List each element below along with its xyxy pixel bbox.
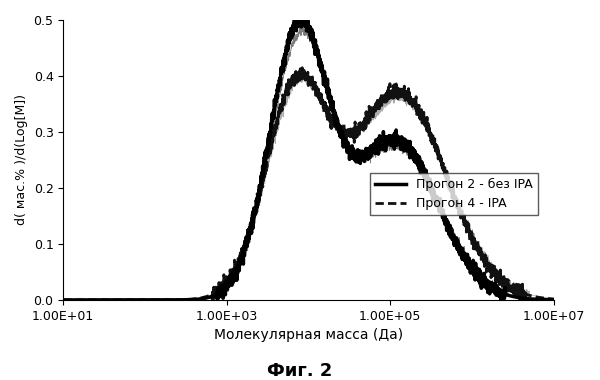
Прогон 2 - без IPA (116, 298, 123, 302)
Прогон 2 - без IPA (550, 298, 557, 302)
Прогон 4 - IPA (550, 297, 557, 301)
Line: Прогон 4 - IPA: Прогон 4 - IPA (63, 68, 554, 300)
Прогон 4 - IPA (269, 128, 276, 133)
Прогон 2 - без IPA (248, 228, 255, 232)
Прогон 4 - IPA (299, 65, 306, 70)
Прогон 4 - IPA (145, 298, 152, 302)
Text: Фиг. 2: Фиг. 2 (268, 362, 332, 380)
Прогон 2 - без IPA (488, 284, 495, 288)
Legend: Прогон 2 - без IPA, Прогон 4 - IPA: Прогон 2 - без IPA, Прогон 4 - IPA (370, 173, 538, 215)
Прогон 4 - IPA (488, 266, 495, 271)
Прогон 2 - без IPA (269, 115, 276, 120)
Прогон 4 - IPA (248, 222, 255, 226)
Прогон 4 - IPA (516, 298, 523, 302)
Прогон 4 - IPA (59, 298, 67, 302)
Прогон 4 - IPA (541, 296, 548, 301)
X-axis label: Молекулярная масса (Да): Молекулярная масса (Да) (214, 328, 403, 342)
Line: Прогон 2 - без IPA: Прогон 2 - без IPA (63, 12, 554, 300)
Прогон 2 - без IPA (59, 298, 67, 302)
Прогон 4 - IPA (116, 298, 123, 302)
Прогон 2 - без IPA (298, 10, 305, 14)
Прогон 2 - без IPA (541, 297, 548, 302)
Y-axis label: d( мас.% )/d(Log[M]): d( мас.% )/d(Log[M]) (15, 95, 28, 225)
Прогон 2 - без IPA (145, 298, 152, 302)
